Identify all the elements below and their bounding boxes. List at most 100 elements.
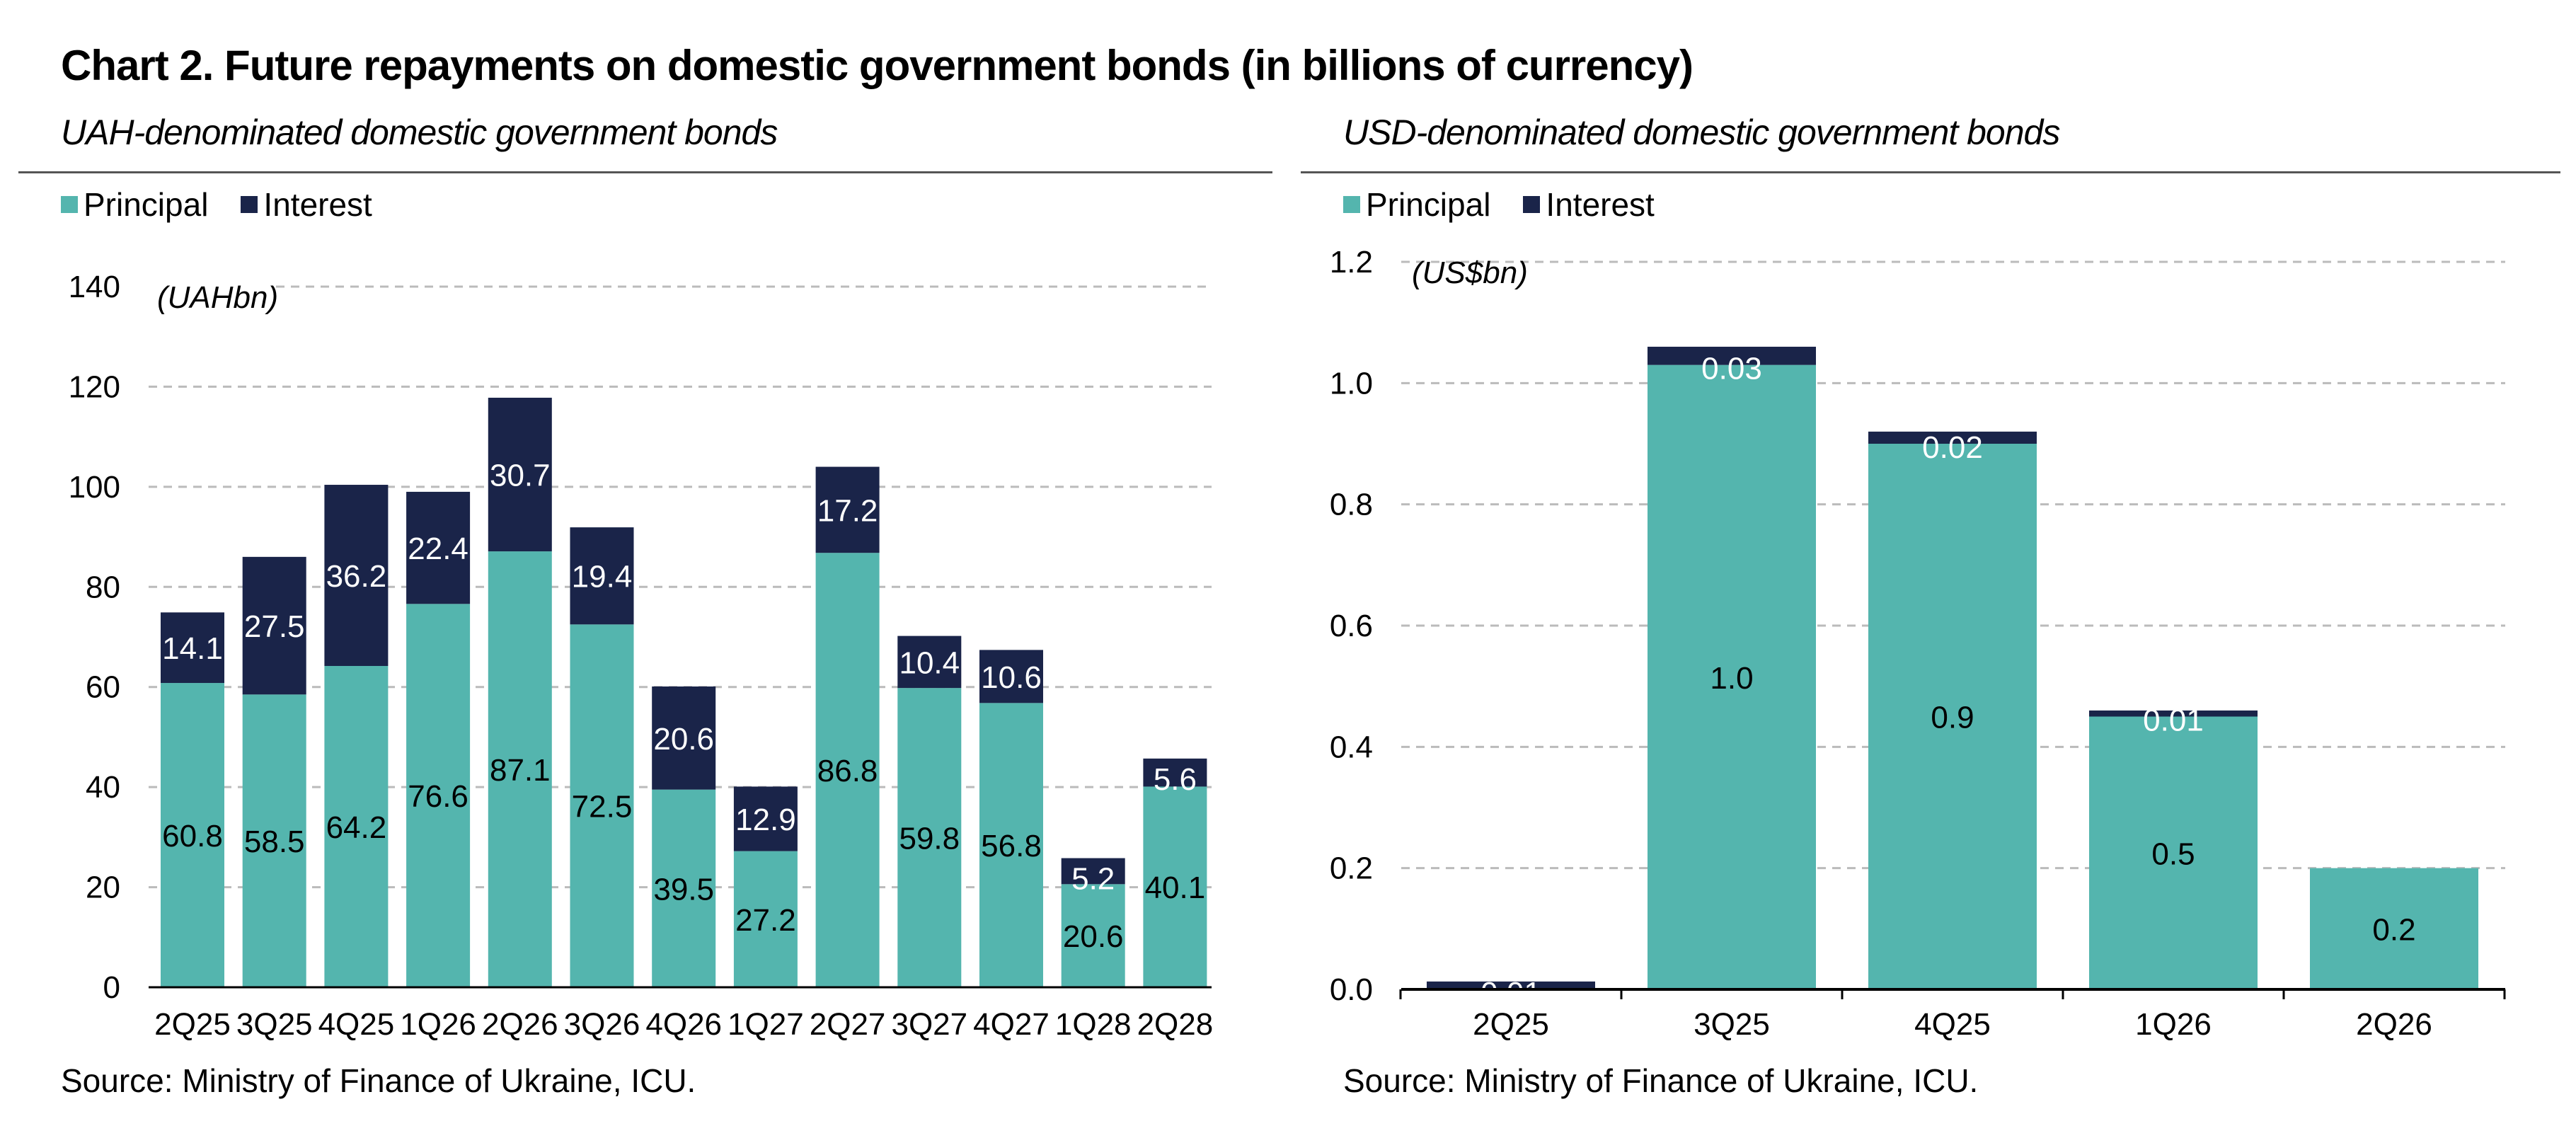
uah-bar-interest-1Q28 (1061, 858, 1125, 885)
uah-bar-principal-1Q26 (406, 604, 471, 987)
legend-label-principal: Principal (1366, 186, 1491, 223)
uah-bar-principal-2Q25 (161, 683, 224, 987)
uah-y-tick-label: 140 (69, 270, 120, 304)
usd-y-tick-label: 0.6 (1330, 609, 1373, 643)
legend-label-interest: Interest (263, 186, 372, 223)
usd-bar-interest-2Q25 (1427, 981, 1595, 989)
uah-y-tick-label: 40 (86, 770, 120, 805)
uah-legend: Principal Interest (61, 185, 405, 224)
usd-label-principal-1Q26: 0.5 (2151, 837, 2195, 871)
uah-label-interest-4Q25: 36.2 (326, 559, 387, 594)
uah-bar-interest-1Q26 (406, 491, 471, 604)
uah-bar-principal-1Q27 (733, 851, 798, 987)
uah-label-principal-4Q26: 39.5 (653, 872, 714, 907)
usd-legend: Principal Interest (1343, 185, 1687, 224)
uah-unit-label: (UAHbn) (157, 280, 278, 315)
uah-label-principal-3Q25: 58.5 (244, 824, 305, 859)
usd-y-tick-label: 0.2 (1330, 851, 1373, 886)
usd-panel-title: USD-denominated domestic government bond… (1343, 113, 2060, 152)
usd-x-tick-label: 4Q25 (1914, 1007, 1991, 1042)
uah-bar-interest-2Q28 (1143, 758, 1207, 787)
uah-bar-principal-3Q26 (570, 624, 634, 987)
uah-bar-interest-3Q27 (897, 636, 962, 689)
uah-x-tick-label: 3Q27 (891, 1007, 967, 1042)
uah-y-tick-label: 0 (103, 970, 120, 1005)
legend-label-principal: Principal (84, 186, 209, 223)
uah-label-interest-3Q25: 27.5 (244, 609, 305, 644)
usd-x-tick-label: 1Q26 (2135, 1007, 2212, 1042)
uah-label-interest-2Q25: 14.1 (162, 631, 223, 666)
usd-bar-interest-3Q25 (1648, 346, 1816, 365)
uah-label-principal-2Q28: 40.1 (1145, 870, 1206, 905)
uah-label-principal-3Q27: 59.8 (899, 822, 960, 856)
uah-x-tick-label: 1Q27 (728, 1007, 804, 1042)
uah-label-interest-2Q27: 17.2 (817, 493, 878, 528)
usd-label-interest-2Q25: 0.01 (1480, 976, 1541, 1011)
uah-label-interest-3Q27: 10.4 (899, 645, 960, 680)
uah-label-principal-1Q26: 76.6 (408, 779, 468, 814)
uah-bar-principal-3Q25 (242, 694, 306, 987)
uah-label-interest-1Q27: 12.9 (735, 803, 796, 837)
uah-bar-principal-4Q25 (324, 666, 389, 987)
uah-title-rule (18, 171, 1272, 173)
uah-x-tick-label: 4Q25 (318, 1007, 395, 1042)
uah-bar-principal-3Q27 (897, 688, 962, 987)
usd-label-interest-4Q25: 0.02 (1922, 430, 1983, 465)
legend-label-interest: Interest (1546, 186, 1655, 223)
usd-label-interest-1Q26: 0.01 (2143, 703, 2204, 738)
uah-bar-interest-2Q25 (161, 612, 224, 684)
uah-y-tick-label: 60 (86, 670, 120, 705)
uah-x-tick-label: 3Q26 (564, 1007, 640, 1042)
uah-panel-title: UAH-denominated domestic government bond… (61, 113, 778, 152)
uah-x-tick-label: 2Q25 (154, 1007, 231, 1042)
uah-label-principal-4Q25: 64.2 (326, 810, 387, 845)
uah-label-principal-2Q26: 87.1 (490, 753, 551, 788)
uah-bar-interest-2Q26 (488, 397, 552, 552)
usd-y-tick-label: 1.0 (1330, 366, 1373, 401)
uah-x-tick-label: 4Q27 (973, 1007, 1050, 1042)
uah-label-interest-2Q26: 30.7 (490, 459, 551, 493)
usd-x-tick-label: 3Q25 (1694, 1007, 1770, 1042)
usd-bar-principal-4Q25 (1868, 444, 2037, 989)
usd-x-tick-label: 2Q25 (1473, 1007, 1549, 1042)
uah-bar-interest-1Q27 (733, 786, 798, 851)
principal-swatch (1343, 196, 1360, 213)
usd-bar-interest-4Q25 (1868, 431, 2037, 444)
uah-label-principal-1Q27: 27.2 (735, 903, 796, 938)
legend-item-principal: Principal (61, 185, 208, 224)
uah-y-tick-label: 80 (86, 570, 120, 604)
usd-y-tick-label: 0.0 (1330, 972, 1373, 1007)
uah-bar-interest-3Q25 (242, 556, 306, 695)
uah-x-tick-label: 2Q28 (1137, 1007, 1214, 1042)
uah-label-interest-4Q27: 10.6 (981, 660, 1042, 695)
chart-main-title: Chart 2. Future repayments on domestic g… (61, 42, 1694, 89)
usd-unit-label: (US$bn) (1412, 255, 1528, 290)
uah-x-tick-label: 1Q26 (400, 1007, 476, 1042)
uah-label-interest-2Q28: 5.6 (1154, 762, 1197, 797)
uah-bar-principal-2Q28 (1143, 786, 1207, 987)
legend-item-interest: Interest (241, 185, 372, 224)
uah-label-principal-3Q26: 72.5 (572, 790, 633, 824)
uah-label-interest-4Q26: 20.6 (653, 722, 714, 757)
usd-bar-principal-2Q26 (2310, 868, 2478, 989)
uah-label-principal-1Q28: 20.6 (1063, 919, 1124, 954)
usd-label-principal-3Q25: 1.0 (1710, 661, 1753, 696)
uah-x-tick-label: 3Q25 (236, 1007, 313, 1042)
usd-y-tick-label: 1.2 (1330, 245, 1373, 280)
uah-x-tick-label: 2Q27 (810, 1007, 886, 1042)
usd-y-tick-label: 0.8 (1330, 488, 1373, 522)
uah-bar-principal-4Q27 (979, 703, 1043, 987)
usd-label-interest-3Q25: 0.03 (1701, 352, 1762, 386)
usd-label-principal-4Q25: 0.9 (1931, 701, 1974, 735)
interest-swatch (1523, 196, 1541, 213)
uah-x-tick-label: 2Q26 (482, 1007, 558, 1042)
usd-x-tick-label: 2Q26 (2356, 1007, 2432, 1042)
uah-bar-principal-1Q28 (1061, 884, 1125, 987)
usd-bar-principal-3Q25 (1648, 364, 1816, 989)
usd-bar-principal-1Q26 (2089, 716, 2258, 989)
uah-y-tick-label: 20 (86, 870, 120, 905)
uah-label-interest-1Q28: 5.2 (1071, 862, 1115, 897)
uah-y-tick-label: 120 (69, 369, 120, 404)
uah-bar-interest-3Q26 (570, 527, 634, 625)
